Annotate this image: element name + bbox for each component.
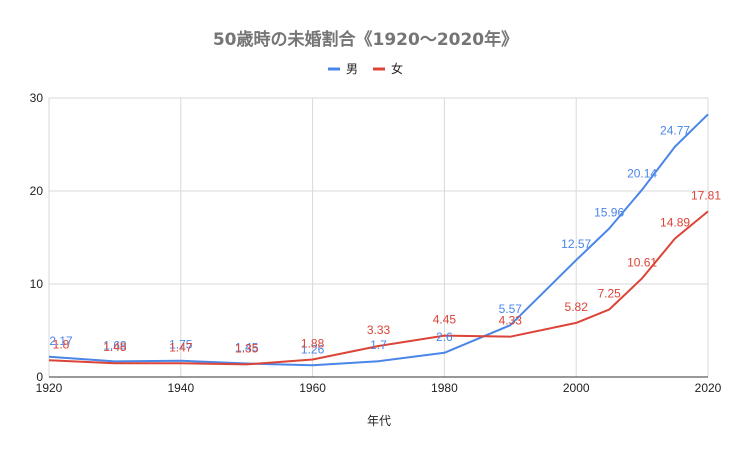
data-label-0-11: 24.77 [660, 124, 690, 138]
data-label-1-6: 4.45 [433, 313, 457, 327]
legend-label-female: 女 [391, 61, 403, 76]
data-label-1-0: 1.8 [53, 337, 70, 351]
chart-title: 50歳時の未婚割合《1920～2020年》 [213, 29, 518, 50]
legend-label-male: 男 [346, 62, 358, 76]
data-label-0-8: 12.57 [561, 237, 591, 251]
x-axis-ticks: 1920 1940 1960 1980 2000 2020 [36, 381, 722, 395]
series-line-0 [48, 113, 709, 367]
data-label-1-11: 14.89 [660, 216, 690, 230]
data-label-1-10: 10.61 [627, 255, 657, 269]
data-label-1-5: 3.33 [367, 323, 391, 337]
data-label-0-4: 1.26 [301, 342, 325, 356]
y-tick-label-1: 10 [30, 277, 44, 291]
y-tick-label-2: 20 [30, 184, 44, 198]
y-axis-ticks: 0 10 20 30 [30, 91, 44, 384]
y-tick-label-3: 30 [30, 91, 44, 105]
x-tick-label-4: 2000 [563, 381, 590, 395]
data-label-0-2: 1.75 [169, 338, 193, 352]
data-label-1-8: 5.82 [565, 300, 589, 314]
data-label-0-9: 15.96 [594, 206, 624, 220]
x-tick-label-5: 2020 [695, 381, 722, 395]
x-tick-label-3: 1980 [431, 381, 458, 395]
data-label-0-1: 1.68 [103, 338, 127, 352]
data-label-0-3: 1.45 [235, 341, 259, 355]
data-label-1-3: 1.35 [235, 341, 259, 355]
data-label-0-5: 1.7 [370, 338, 387, 352]
data-label-1-1: 1.48 [103, 340, 127, 354]
data-label-0-7: 5.57 [499, 302, 523, 316]
data-label-0-0: 2.17 [49, 334, 73, 348]
data-label-0-6: 2.6 [436, 330, 453, 344]
series-line-1 [48, 210, 709, 366]
x-tick-label-0: 1920 [36, 381, 63, 395]
data-labels: 2.17 1.68 1.75 1.45 1.26 1.7 2.6 5.57 12.57 15.96… [49, 124, 721, 357]
data-label-1-9: 7.25 [597, 287, 621, 301]
data-label-1-2: 1.47 [169, 340, 193, 354]
y-tick-label-0: 0 [36, 370, 43, 384]
data-label-1-12: 17.81 [691, 188, 721, 202]
series-lines [48, 113, 709, 367]
x-tick-label-2: 1960 [299, 381, 326, 395]
x-axis-title: 年代 [367, 414, 391, 428]
x-tick-label-1: 1940 [167, 381, 194, 395]
data-label-1-7: 4.33 [499, 314, 523, 328]
data-label-0-10: 20.14 [627, 167, 657, 181]
data-label-1-4: 1.88 [301, 337, 325, 351]
gridlines [48, 97, 709, 378]
legend: 男 女 [328, 61, 403, 76]
